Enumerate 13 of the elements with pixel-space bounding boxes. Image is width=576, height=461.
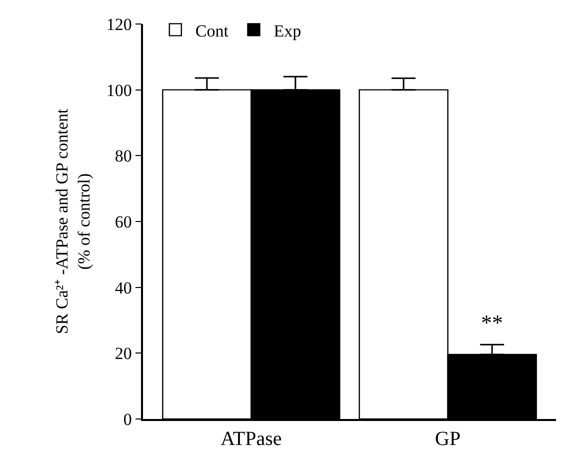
y-tick-label: 0 xyxy=(123,410,132,429)
y-tick-label: 100 xyxy=(106,80,132,100)
x-tick-label: ATPase xyxy=(220,428,282,450)
legend-label: Cont xyxy=(195,21,229,40)
y-tick-label: 60 xyxy=(114,212,132,232)
x-tick-label: GP xyxy=(435,428,461,450)
y-tick-label: 120 xyxy=(106,14,132,34)
legend-label: Exp xyxy=(274,21,302,40)
y-axis-title: SR Ca²⁺ -ATPase and GP content (% of control) xyxy=(52,108,94,334)
y-tick-label: 40 xyxy=(114,278,132,298)
y-tick-label: 20 xyxy=(114,344,132,364)
y-tick-label: 80 xyxy=(114,146,132,166)
annotation: ** xyxy=(481,310,503,335)
